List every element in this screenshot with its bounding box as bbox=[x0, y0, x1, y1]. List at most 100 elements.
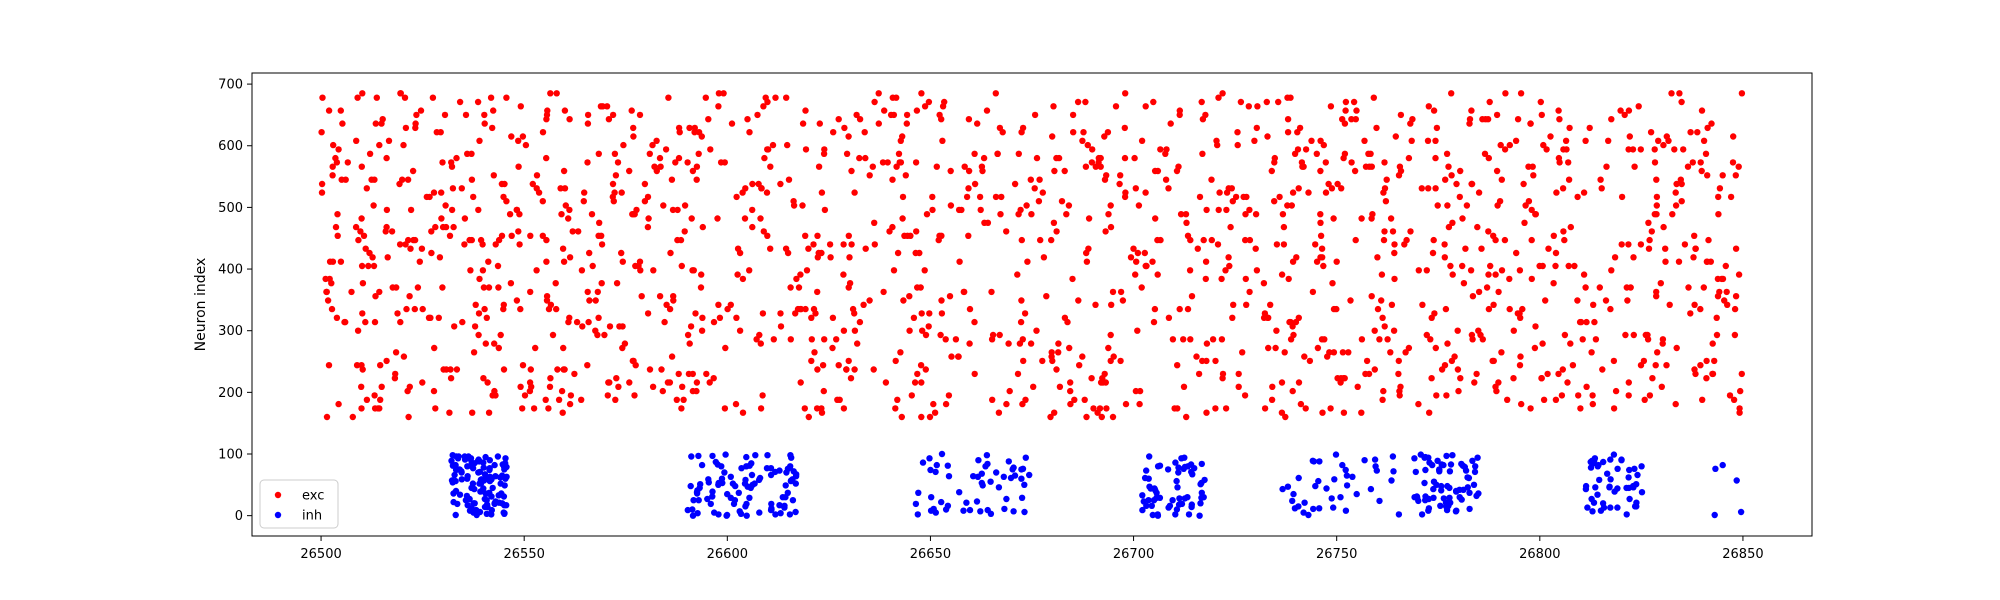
inh-spike-point bbox=[1447, 461, 1455, 468]
exc-spike-point bbox=[896, 159, 903, 166]
exc-spike-point bbox=[547, 90, 554, 97]
inh-spike-point bbox=[1361, 457, 1368, 464]
exc-spike-point bbox=[595, 150, 602, 157]
exc-spike-point bbox=[1053, 228, 1060, 235]
exc-spike-point bbox=[722, 344, 729, 352]
exc-spike-point bbox=[1538, 111, 1546, 119]
inh-spike-point bbox=[707, 500, 714, 508]
exc-spike-point bbox=[438, 189, 445, 196]
exc-spike-point bbox=[396, 241, 404, 248]
exc-spike-point bbox=[1610, 405, 1618, 412]
inh-spike-point bbox=[1009, 466, 1016, 473]
exc-spike-point bbox=[495, 344, 502, 352]
exc-spike-point bbox=[1242, 275, 1250, 283]
exc-spike-point bbox=[543, 116, 550, 123]
exc-spike-point bbox=[612, 396, 619, 403]
inh-spike-point bbox=[1600, 458, 1607, 466]
inh-spike-point bbox=[1446, 484, 1453, 492]
exc-spike-point bbox=[693, 163, 701, 170]
exc-spike-point bbox=[871, 219, 878, 226]
exc-spike-point bbox=[485, 409, 493, 416]
exc-spike-point bbox=[1252, 245, 1259, 252]
exc-spike-point bbox=[715, 90, 723, 97]
exc-spike-point bbox=[961, 163, 968, 170]
exc-spike-point bbox=[560, 366, 567, 373]
exc-spike-point bbox=[674, 236, 681, 244]
exc-spike-point bbox=[843, 150, 851, 157]
inh-spike-point bbox=[501, 466, 508, 473]
inh-spike-point bbox=[484, 490, 492, 497]
exc-spike-point bbox=[1061, 167, 1068, 175]
exc-spike-point bbox=[1550, 232, 1558, 239]
exc-spike-point bbox=[1700, 137, 1708, 144]
exc-spike-point bbox=[851, 327, 859, 334]
x-tick-label: 26500 bbox=[300, 547, 341, 562]
exc-spike-point bbox=[1265, 314, 1272, 321]
exc-spike-point bbox=[1150, 98, 1157, 106]
exc-spike-point bbox=[392, 370, 399, 378]
exc-spike-point bbox=[1552, 249, 1560, 257]
inh-spike-point bbox=[1169, 497, 1176, 504]
exc-spike-point bbox=[716, 314, 724, 321]
inh-spike-point bbox=[697, 481, 704, 488]
exc-spike-point bbox=[1040, 254, 1048, 261]
exc-spike-point bbox=[1121, 154, 1129, 162]
exc-spike-point bbox=[1713, 331, 1721, 339]
exc-spike-point bbox=[997, 211, 1004, 218]
exc-spike-point bbox=[491, 340, 498, 347]
exc-spike-point bbox=[1608, 116, 1615, 123]
exc-spike-point bbox=[407, 245, 414, 252]
inh-spike-point bbox=[932, 509, 939, 516]
inh-spike-point bbox=[1425, 505, 1433, 512]
exc-spike-point bbox=[1498, 349, 1505, 356]
exc-spike-point bbox=[1433, 392, 1440, 399]
inh-spike-point bbox=[1582, 485, 1590, 493]
exc-spike-point bbox=[971, 370, 978, 378]
exc-spike-point bbox=[601, 331, 608, 339]
inh-spike-point bbox=[1316, 458, 1323, 465]
exc-spike-point bbox=[1345, 349, 1352, 356]
exc-spike-point bbox=[1443, 150, 1451, 157]
exc-spike-point bbox=[584, 159, 591, 166]
inh-spike-point bbox=[500, 493, 508, 500]
exc-spike-point bbox=[1580, 271, 1588, 278]
exc-spike-point bbox=[1222, 267, 1229, 274]
inh-spike-point bbox=[1295, 474, 1302, 482]
exc-spike-point bbox=[323, 288, 330, 296]
inh-spike-point bbox=[704, 495, 711, 503]
exc-spike-point bbox=[1603, 163, 1610, 170]
exc-spike-point bbox=[446, 232, 454, 239]
exc-spike-point bbox=[1580, 189, 1588, 196]
exc-spike-point bbox=[1199, 116, 1207, 123]
inh-spike-point bbox=[1447, 499, 1454, 506]
inh-spike-point bbox=[1315, 477, 1322, 485]
exc-spike-point bbox=[1506, 305, 1513, 313]
exc-spike-point bbox=[615, 383, 622, 390]
exc-spike-point bbox=[870, 366, 877, 373]
exc-spike-point bbox=[1738, 370, 1746, 378]
exc-spike-point bbox=[1047, 413, 1054, 421]
exc-spike-point bbox=[698, 327, 706, 334]
exc-spike-point bbox=[1689, 159, 1697, 166]
exc-spike-point bbox=[1347, 297, 1354, 304]
exc-spike-point bbox=[739, 189, 746, 196]
exc-spike-point bbox=[942, 336, 949, 343]
exc-spike-point bbox=[1165, 185, 1172, 192]
exc-spike-point bbox=[397, 90, 404, 97]
exc-spike-point bbox=[430, 189, 438, 196]
inh-spike-point bbox=[1200, 494, 1207, 501]
exc-spike-point bbox=[1736, 405, 1743, 412]
exc-spike-point bbox=[1484, 116, 1492, 123]
exc-spike-point bbox=[1478, 245, 1485, 252]
inh-spike-point bbox=[450, 498, 457, 506]
exc-spike-point bbox=[1467, 267, 1475, 274]
exc-spike-point bbox=[983, 107, 991, 114]
exc-spike-point bbox=[1387, 349, 1394, 356]
exc-spike-point bbox=[1468, 180, 1476, 188]
exc-spike-point bbox=[1273, 241, 1281, 248]
inh-spike-point bbox=[1466, 489, 1473, 496]
exc-spike-point bbox=[1646, 236, 1653, 244]
inh-spike-point bbox=[1154, 463, 1162, 470]
exc-spike-point bbox=[477, 236, 485, 244]
exc-spike-point bbox=[1333, 258, 1340, 265]
